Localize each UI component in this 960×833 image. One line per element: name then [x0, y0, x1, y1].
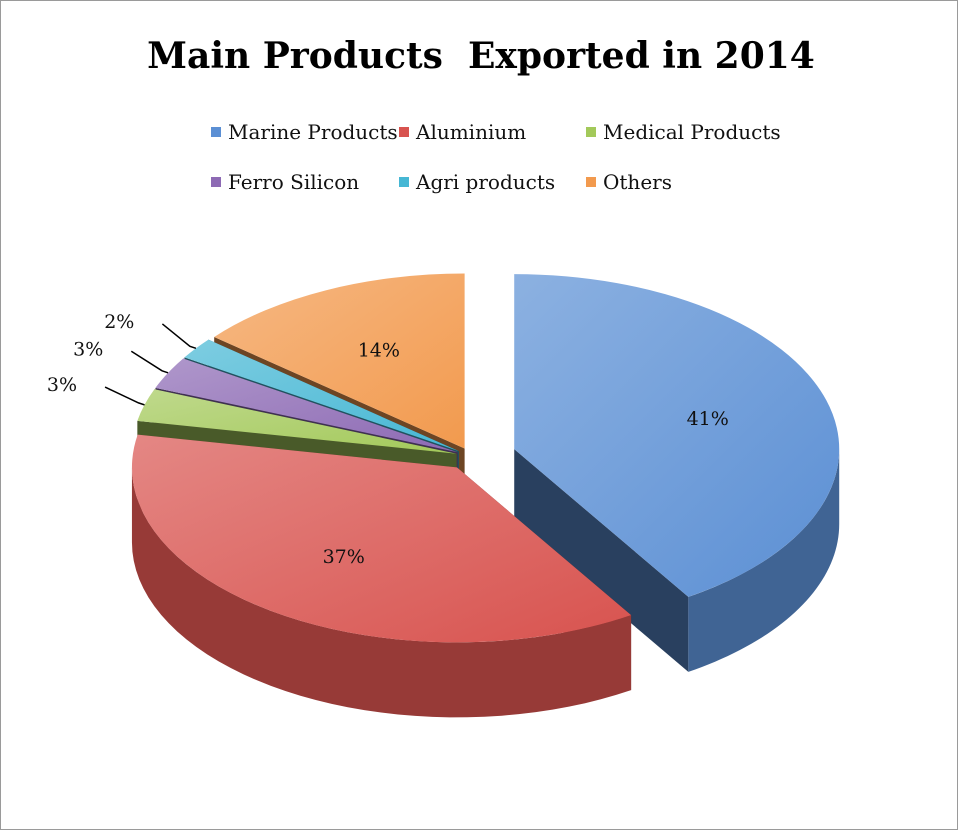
legend-swatch-agri-products: [399, 177, 409, 187]
legend-label-marine-products: Marine Products: [228, 120, 398, 144]
data-label-ferro-silicon: 3%: [73, 338, 103, 360]
data-label-medical-products: 3%: [47, 374, 77, 396]
pie-slices: [131, 273, 840, 718]
pie-slice-top-others: [214, 273, 465, 449]
legend-swatch-marine-products: [211, 127, 221, 137]
legend-item-marine-products[interactable]: Marine Products: [211, 120, 398, 144]
pie-slice-top-agri-products: [184, 339, 459, 452]
data-label-marine-products: 41%: [687, 408, 729, 430]
legend-swatch-others: [586, 177, 596, 187]
data-label-aluminium: 37%: [323, 546, 365, 568]
pie-slice-aluminium[interactable]: [131, 434, 632, 718]
chart-title: Main Products Exported in 2014: [147, 35, 815, 77]
legend-label-others: Others: [603, 170, 672, 194]
leader-line-ferro-silicon: [130, 350, 169, 374]
pie-slice-marine-products[interactable]: [514, 274, 840, 672]
legend-item-ferro-silicon[interactable]: Ferro Silicon: [211, 170, 359, 194]
pie-slice-rim-marine-products: [688, 449, 840, 672]
leader-line-medical-products: [104, 386, 145, 406]
pie-slice-top-aluminium: [131, 434, 632, 643]
legend-item-agri-products[interactable]: Agri products: [399, 170, 555, 194]
leader-line-agri-products: [161, 323, 197, 349]
pie-data-labels: 41%37%3%3%2%14%: [47, 311, 729, 568]
pie-slice-top-ferro-silicon: [155, 358, 458, 453]
legend-swatch-aluminium: [399, 127, 409, 137]
legend-item-others[interactable]: Others: [586, 170, 672, 194]
legend-swatch-medical-products: [586, 127, 596, 137]
legend-item-aluminium[interactable]: Aluminium: [399, 120, 526, 144]
data-label-agri-products: 2%: [104, 311, 134, 333]
legend-swatch-ferro-silicon: [211, 177, 221, 187]
pie-slice-top-marine-products: [514, 274, 840, 597]
legend-label-ferro-silicon: Ferro Silicon: [228, 170, 360, 194]
legend-label-medical-products: Medical Products: [603, 120, 781, 144]
pie-slice-rim-aluminium: [131, 467, 632, 718]
pie-slice-wall-marine-products-1: [514, 449, 689, 672]
legend-label-aluminium: Aluminium: [416, 120, 527, 144]
data-label-others: 14%: [358, 339, 400, 361]
legend-item-medical-products[interactable]: Medical Products: [586, 120, 781, 144]
pie-slice-top-medical-products: [137, 389, 457, 454]
chart-legend: Marine Products Aluminium Medical Produc…: [1, 1, 960, 211]
legend-label-agri-products: Agri products: [416, 170, 556, 194]
